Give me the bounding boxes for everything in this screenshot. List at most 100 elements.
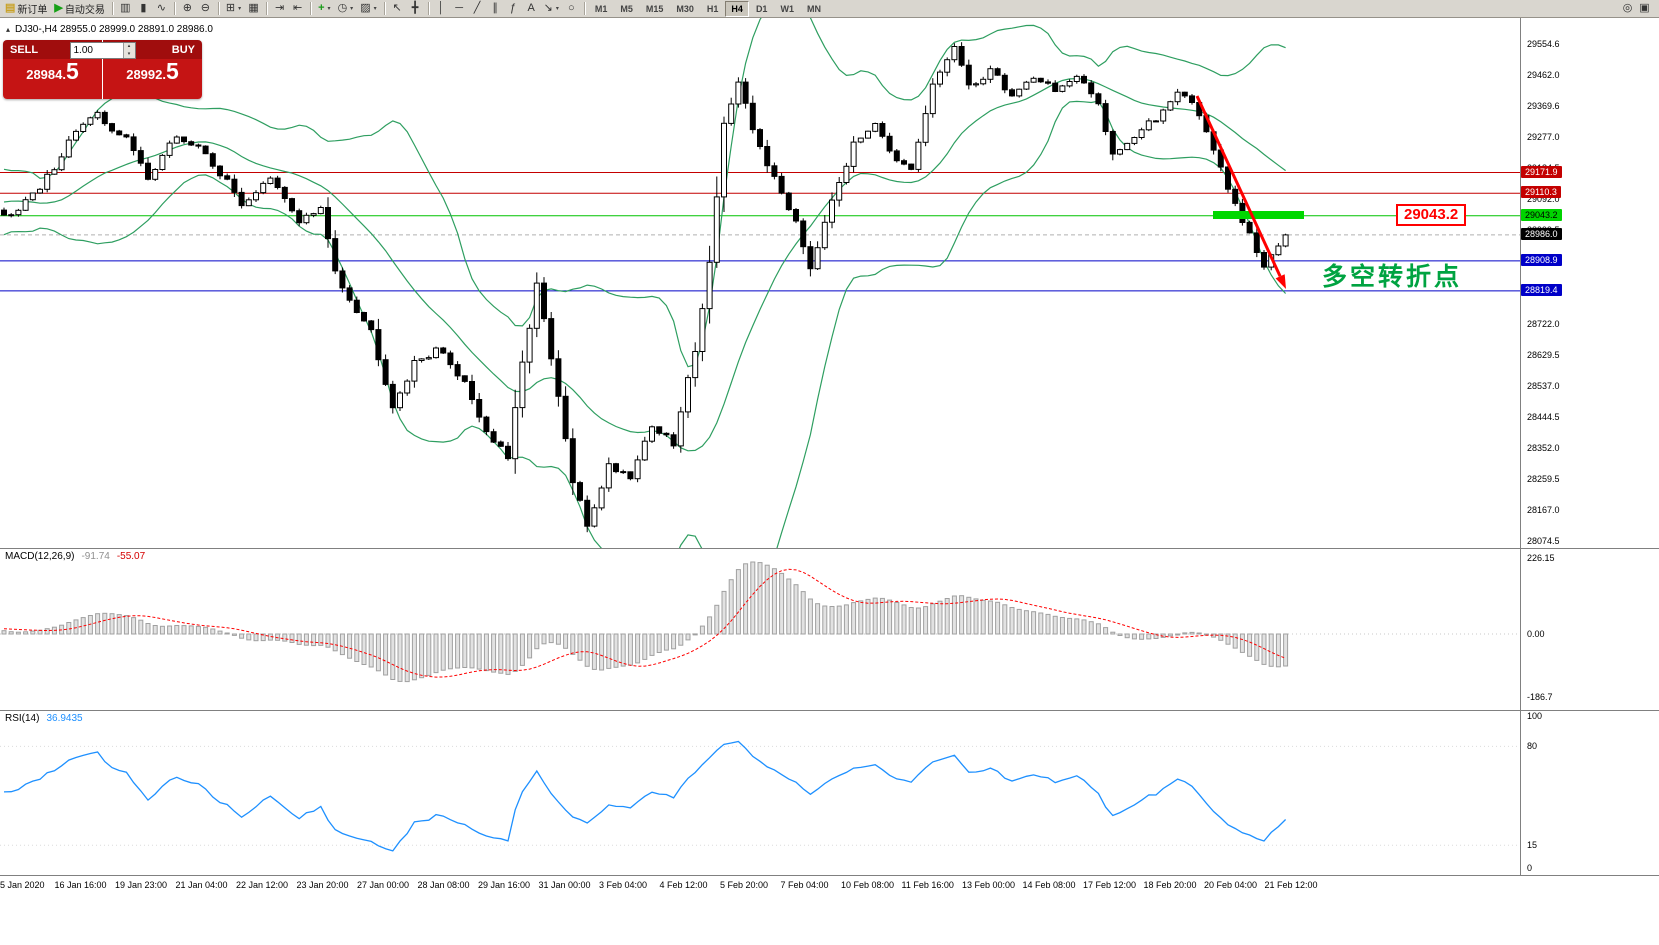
candle-body [713, 196, 720, 263]
macd-histogram-bar [1052, 615, 1058, 635]
horizontal-line-button[interactable]: ─ [451, 1, 468, 17]
candle-body [785, 192, 792, 211]
macd-histogram-bar [289, 633, 295, 643]
channel-button[interactable]: ∥ [487, 1, 504, 17]
macd-histogram-bar [1081, 619, 1087, 635]
tf-m1-button[interactable]: M1 [594, 3, 608, 14]
macd-histogram-bar [498, 633, 504, 674]
candle-body [8, 214, 15, 217]
templates-button[interactable]: ▨ ▾ [357, 1, 379, 17]
candlestick-chart-button[interactable]: ▮ [135, 1, 152, 17]
arrows-button[interactable]: ↘ ▾ [541, 1, 562, 17]
candle-body [51, 169, 58, 175]
trend-arrow-head [1275, 274, 1286, 289]
auto-trading-button[interactable]: ▶ 自动交易 [51, 1, 107, 17]
macd-histogram-bar [131, 617, 137, 635]
tf-d1-button[interactable]: D1 [755, 3, 768, 14]
time-axis[interactable]: 5 Jan 2020 16 Jan 16:00 19 Jan 23:00 21 Jan… [0, 876, 1520, 898]
macd-histogram-bar [620, 633, 626, 667]
price-tag-28908.9: 28908.9 [1521, 253, 1562, 266]
tf-h4-button[interactable]: H4 [725, 0, 749, 17]
macd-histogram-bar [959, 595, 965, 635]
candle-body [879, 123, 886, 137]
layout-button[interactable]: ▣ [1636, 1, 1653, 17]
new-order-icon: ▤ [5, 2, 16, 14]
volume-down-button[interactable]: ▾ [123, 50, 135, 58]
zoom-in-button[interactable]: ⊕ [179, 1, 196, 17]
candle-body [929, 83, 936, 115]
bar-chart-button[interactable]: ▥ [117, 1, 134, 17]
macd-histogram-bar [1117, 633, 1123, 636]
candle-body [519, 361, 526, 409]
candle-body [44, 173, 51, 190]
cursor-button[interactable]: ↖ [389, 1, 406, 17]
vertical-line-button[interactable]: │ [433, 1, 450, 17]
tf-h1-button[interactable]: H1 [706, 3, 719, 14]
candle-body [512, 407, 519, 460]
crosshair-button[interactable]: ╋ [407, 1, 424, 17]
indicators-button[interactable]: + ▾ [315, 1, 333, 17]
macd-histogram-bar [1124, 633, 1130, 639]
tile-windows-button[interactable]: ▦ [245, 1, 262, 17]
tf-m5-button[interactable]: M5 [620, 3, 633, 14]
trend-arrow-annotation[interactable] [1195, 95, 1286, 289]
candle-body [411, 360, 418, 382]
line-chart-icon: ∿ [156, 2, 166, 14]
macd-histogram-bar [318, 633, 324, 646]
one-click-toggle-icon[interactable]: ▴ [6, 25, 11, 34]
time-axis-label: 21 Feb 12:00 [1264, 880, 1318, 890]
macd-histogram-bar [15, 631, 21, 635]
price-axis-label: 28352.0 [1527, 442, 1560, 453]
tf-m15-button[interactable]: M15 [645, 3, 664, 14]
new-order-button[interactable]: ▤ 新订单 [2, 1, 50, 17]
macd-histogram-bar [1139, 633, 1145, 640]
chart-shift-button[interactable]: ⇤ [289, 1, 306, 17]
volume-input[interactable] [70, 43, 123, 58]
trendline-button[interactable]: ╱ [469, 1, 486, 17]
macd-histogram-bar [325, 633, 331, 648]
tf-mn-button[interactable]: MN [806, 3, 821, 14]
chart-title-text: DJ30-,H4 28955.0 28999.0 28891.0 28986.0 [15, 24, 213, 35]
candle-body [850, 141, 857, 167]
fibonacci-button[interactable]: ƒ [505, 1, 522, 17]
turning-point-annotation[interactable]: 多空转折点 [1322, 263, 1463, 291]
new-chart-button[interactable]: ⊞ ▾ [223, 1, 244, 17]
shapes-button[interactable]: ○ [563, 1, 580, 17]
zoom-out-button[interactable]: ⊖ [197, 1, 214, 17]
tf-m30-button[interactable]: M30 [676, 3, 694, 14]
candle-body [87, 117, 94, 125]
candle-body [973, 83, 979, 86]
tf-w1-button[interactable]: W1 [780, 3, 794, 14]
fibonacci-icon: ƒ [510, 2, 517, 14]
candle-body [101, 111, 108, 125]
quick-search-button[interactable]: ◎ [1619, 1, 1636, 17]
price-tag-29171.9: 29171.9 [1521, 165, 1562, 178]
price-level-label[interactable]: 29043.2 [1396, 204, 1467, 226]
auto-scroll-button[interactable]: ⇥ [271, 1, 288, 17]
volume-up-button[interactable]: ▴ [123, 43, 135, 51]
periods-button[interactable]: ◷ ▾ [335, 1, 357, 17]
macd-histogram-bar [923, 606, 929, 635]
candle-body [577, 482, 583, 501]
macd-histogram-bar [865, 598, 871, 635]
macd-histogram-bar [735, 569, 741, 635]
macd-histogram-bar [1031, 611, 1037, 635]
macd-histogram-bar [807, 598, 813, 635]
text-button[interactable]: A [523, 1, 540, 17]
candle-body [533, 282, 540, 329]
candle-body [591, 507, 598, 527]
macd-histogram-bar [30, 630, 36, 635]
candle-body [166, 142, 173, 156]
line-chart-button[interactable]: ∿ [153, 1, 170, 17]
macd-histogram-bar [145, 623, 151, 635]
macd-histogram-bar [599, 633, 605, 671]
candle-body [1275, 245, 1282, 256]
candle-body [231, 178, 238, 193]
dropdown-arrow-icon: ▾ [327, 6, 331, 12]
macd-histogram-bar [188, 625, 194, 635]
highlight-bar-annotation[interactable] [1213, 211, 1304, 219]
macd-histogram-bar [743, 563, 749, 635]
macd-histogram-bar [397, 633, 403, 682]
price-axis[interactable]: 29554.629462.029369.629277.029184.529092… [1520, 0, 1659, 945]
macd-histogram-bar [282, 633, 288, 642]
